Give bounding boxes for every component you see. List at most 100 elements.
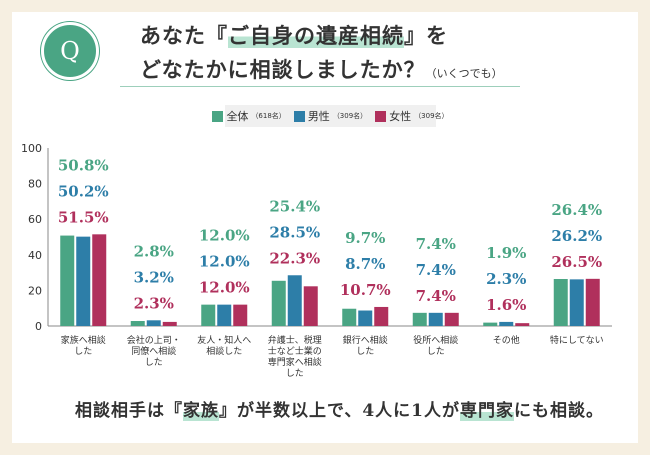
bar <box>499 321 514 326</box>
category-label: 同僚へ相談 <box>131 345 176 357</box>
category-label: 士など士業の <box>268 345 322 357</box>
summary-part: 』が半数以上で、4人に1人が <box>219 401 460 421</box>
bar <box>483 322 498 326</box>
data-label: 7.4% <box>416 287 456 305</box>
category-label: した <box>74 346 92 357</box>
data-label: 12.0% <box>199 227 250 245</box>
question-icon-letter: Q <box>60 37 80 65</box>
title-highlight: ご自身の遺産相続 <box>228 23 404 48</box>
category-label: 会社の上司・ <box>127 334 181 346</box>
legend-label: 全体 <box>226 110 249 123</box>
data-label: 1.6% <box>486 296 526 314</box>
data-label: 26.4% <box>551 201 602 219</box>
data-label: 2.8% <box>134 242 174 260</box>
data-label: 2.3% <box>134 294 174 312</box>
category-label: した <box>286 368 304 379</box>
bar <box>428 312 443 326</box>
legend-count: （618名） <box>251 112 286 120</box>
data-label: 22.3% <box>269 249 320 267</box>
bar <box>303 286 318 326</box>
data-label: 50.8% <box>58 156 109 174</box>
bar <box>515 323 530 326</box>
title-divider <box>120 86 520 87</box>
bar <box>358 310 373 326</box>
content-card <box>12 12 638 443</box>
data-label: 26.5% <box>551 253 602 271</box>
bar <box>162 321 177 326</box>
category-label: 専門家へ相談 <box>268 356 322 368</box>
y-tick-label: 60 <box>28 213 42 226</box>
y-tick-label: 0 <box>35 320 42 333</box>
legend-item-all: 全体 （618名） <box>212 108 286 124</box>
data-label: 10.7% <box>340 281 391 299</box>
legend-count: （309名） <box>332 112 368 120</box>
category-label: 友人・知人へ <box>197 334 251 346</box>
chart-legend: 全体 （618名） 男性 （309名） 女性 （309名） <box>212 105 449 127</box>
category-label: 役所へ相談 <box>413 334 458 346</box>
title-before: あなた『 <box>140 23 228 48</box>
data-label: 28.5% <box>269 223 320 241</box>
category-label: した <box>356 346 374 357</box>
category-label: 家族へ相談 <box>61 334 106 346</box>
legend-swatch-female <box>375 110 387 122</box>
question-badge: Q <box>41 22 99 80</box>
data-label: 7.4% <box>416 261 456 279</box>
data-label: 8.7% <box>345 255 385 273</box>
bar <box>130 321 145 326</box>
data-label: 12.0% <box>199 279 250 297</box>
bar <box>146 320 161 326</box>
bar <box>412 312 427 326</box>
data-label: 9.7% <box>345 229 385 247</box>
data-label: 12.0% <box>199 253 250 271</box>
bar <box>569 279 584 326</box>
data-label: 1.9% <box>486 244 526 262</box>
bar <box>585 278 600 326</box>
bar <box>342 308 357 326</box>
bar <box>553 279 568 326</box>
data-label: 2.3% <box>486 270 526 288</box>
bar <box>217 304 232 326</box>
category-label: 銀行へ相談 <box>343 334 388 346</box>
category-label: した <box>427 346 445 357</box>
summary-part: にも相談。 <box>513 401 604 421</box>
data-label: 3.2% <box>134 268 174 286</box>
bar <box>287 275 302 326</box>
legend-count: （309名） <box>414 112 449 120</box>
data-label: 7.4% <box>416 235 456 253</box>
y-tick-label: 80 <box>28 178 42 191</box>
legend-swatch-male <box>293 110 305 122</box>
y-tick-label: 100 <box>21 142 42 155</box>
summary-part: 相談相手は『 <box>75 401 183 421</box>
y-tick-label: 40 <box>28 249 42 262</box>
summary-highlight-expert: 専門家 <box>459 401 514 421</box>
question-title-line2: どなたかに相談しましたか？（いくつでも） <box>140 54 503 84</box>
summary-highlight-family: 家族 <box>183 401 219 421</box>
title-main: どなたかに相談しましたか？ <box>140 57 426 82</box>
category-label: その他 <box>493 334 520 346</box>
legend-label: 女性 <box>389 110 412 123</box>
summary-text: 相談相手は『家族』が半数以上で、4人に1人が専門家にも相談。 <box>75 396 604 421</box>
category-label: 相談した <box>206 345 242 357</box>
y-tick-label: 20 <box>28 284 42 297</box>
data-label: 25.4% <box>269 197 320 215</box>
category-label: 弁護士、税理 <box>268 334 322 346</box>
bar <box>374 306 389 326</box>
question-title-line1: あなた『ご自身の遺産相続』を <box>140 20 448 50</box>
bar <box>444 312 459 326</box>
bar <box>92 234 107 326</box>
legend-item-female: 女性 （309名） <box>375 108 449 124</box>
legend-item-male: 男性 （309名） <box>293 108 368 124</box>
data-label: 50.2% <box>58 182 109 200</box>
title-note: （いくつでも） <box>425 67 503 80</box>
data-label: 26.2% <box>551 227 602 245</box>
bar <box>76 236 91 326</box>
bar <box>60 235 75 326</box>
category-label: 特にしてない <box>550 334 604 346</box>
data-label: 51.5% <box>58 208 109 226</box>
legend-label: 男性 <box>307 110 330 123</box>
bar <box>233 304 248 326</box>
bar <box>271 280 286 326</box>
legend-swatch-all <box>212 110 224 122</box>
title-after: 』を <box>404 23 448 48</box>
